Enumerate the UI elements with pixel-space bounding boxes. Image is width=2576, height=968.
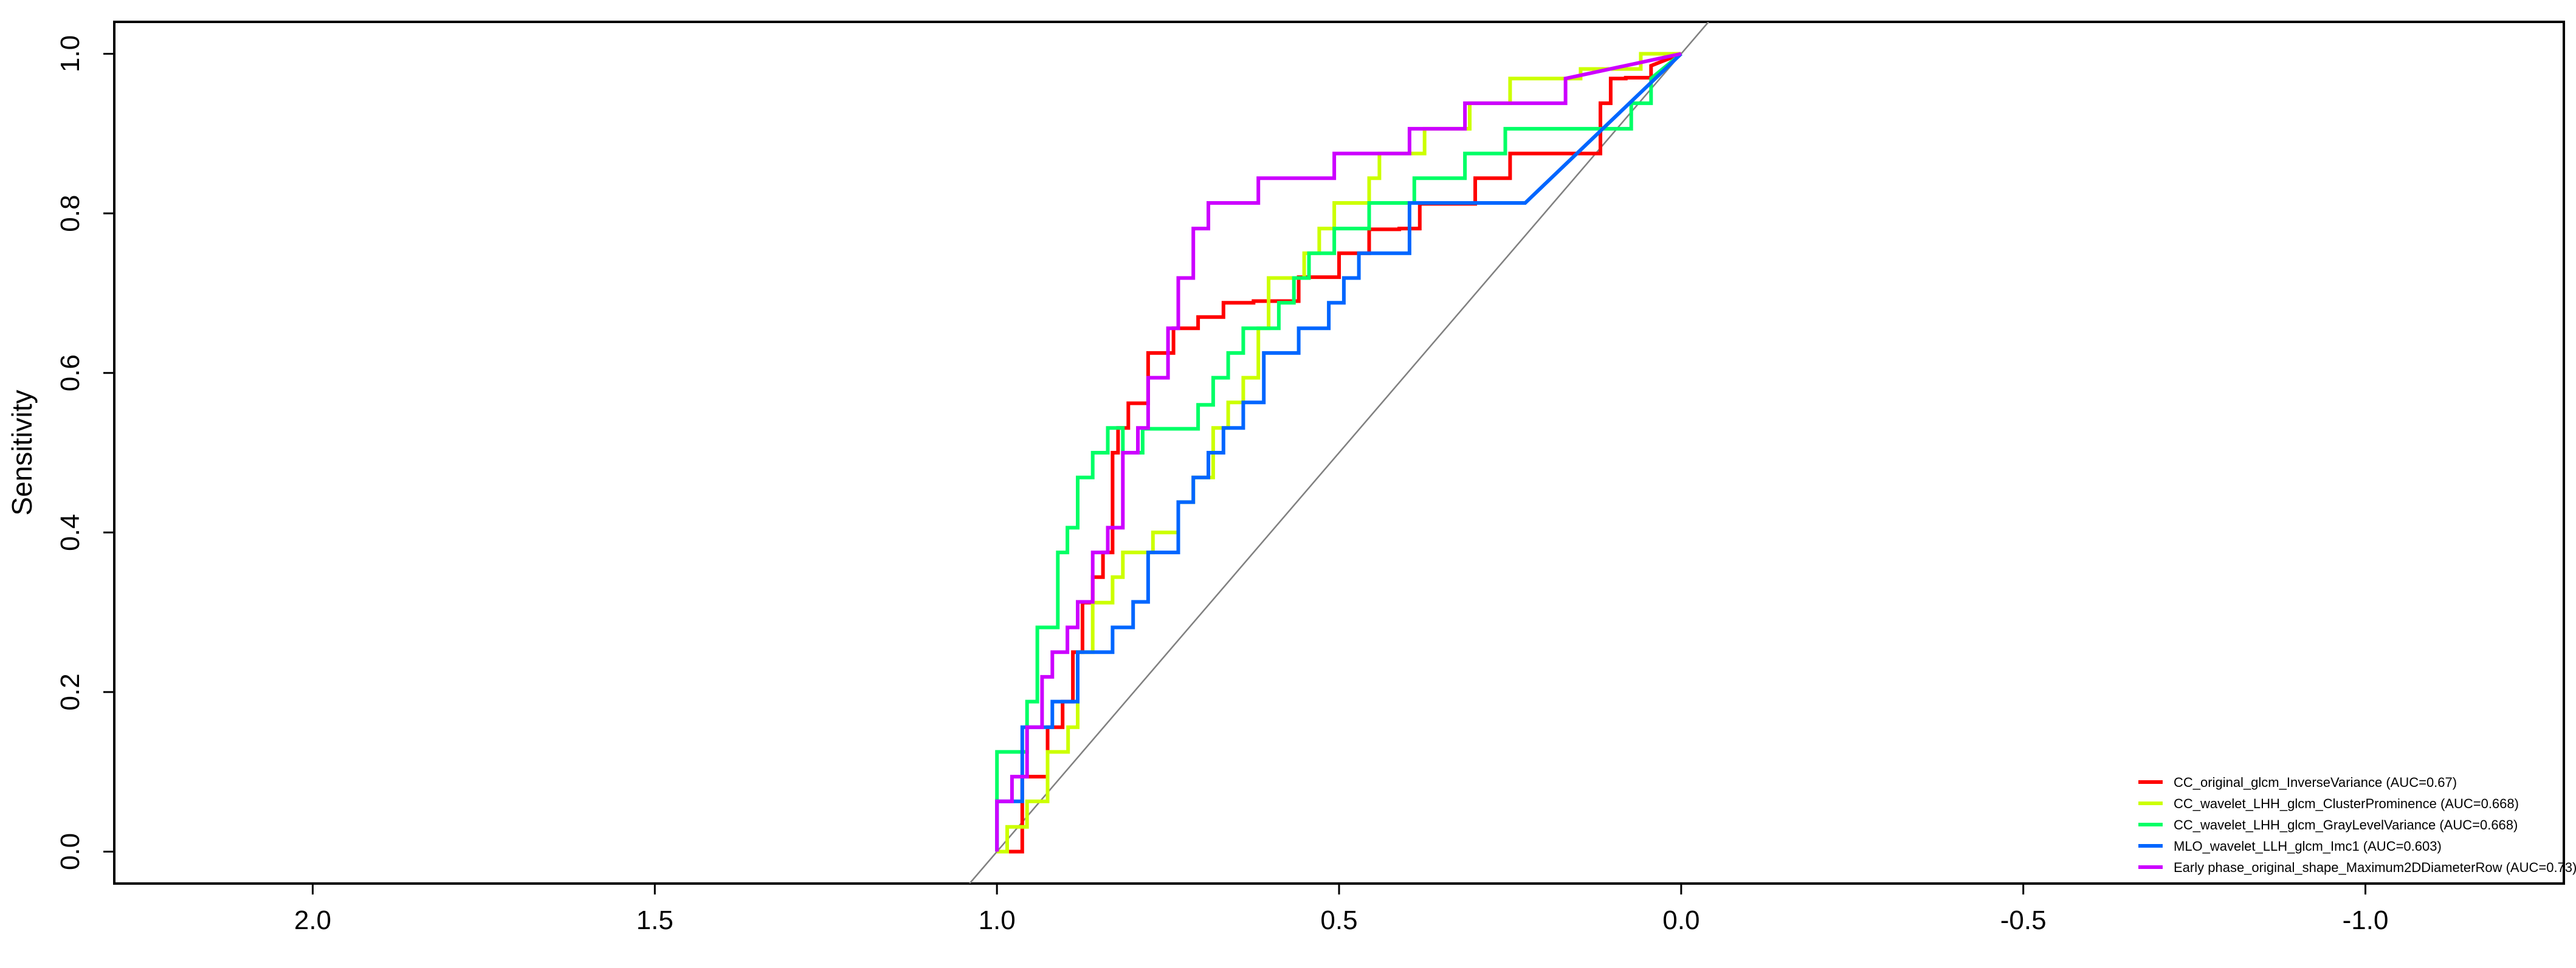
x-tick-label: 2.0 — [294, 905, 331, 935]
x-tick-label: 1.5 — [636, 905, 673, 935]
y-axis: 0.0 0.2 0.4 0.6 0.8 1.0 — [55, 35, 114, 870]
legend: CC_original_glcm_InverseVariance (AUC=0.… — [2138, 775, 2576, 875]
legend-label: MLO_wavelet_LLH_glcm_Imc1 (AUC=0.603) — [2174, 839, 2442, 854]
x-tick-label: -0.5 — [2000, 905, 2047, 935]
legend-label: CC_wavelet_LHH_glcm_ClusterProminence (A… — [2174, 796, 2519, 811]
x-tick-label: 0.5 — [1320, 905, 1357, 935]
roc-curve-5 — [995, 52, 1682, 852]
y-tick-label: 0.0 — [55, 833, 85, 870]
y-tick-label: 0.8 — [55, 195, 85, 232]
legend-label: CC_original_glcm_InverseVariance (AUC=0.… — [2174, 775, 2457, 790]
x-tick-label: -1.0 — [2343, 905, 2389, 935]
x-tick-label: 0.0 — [1662, 905, 1700, 935]
series-layer — [995, 52, 1682, 854]
x-axis: 2.0 1.5 1.0 0.5 0.0 -0.5 -1.0 — [294, 884, 2389, 935]
y-tick-label: 0.2 — [55, 673, 85, 710]
legend-label: CC_wavelet_LHH_glcm_GrayLevelVariance (A… — [2174, 817, 2518, 832]
x-tick-label: 1.0 — [979, 905, 1016, 935]
roc-curve-4 — [995, 52, 1682, 852]
y-tick-label: 0.6 — [55, 354, 85, 391]
reference-diagonal-line — [969, 22, 1709, 884]
y-tick-label: 0.4 — [55, 514, 85, 551]
roc-curve-3 — [995, 52, 1682, 852]
y-tick-label: 1.0 — [55, 35, 85, 72]
reference-line-layer — [969, 22, 1709, 884]
y-axis-title: Sensitivity — [6, 390, 38, 515]
legend-label: Early phase_original_shape_Maximum2DDiam… — [2174, 860, 2576, 875]
